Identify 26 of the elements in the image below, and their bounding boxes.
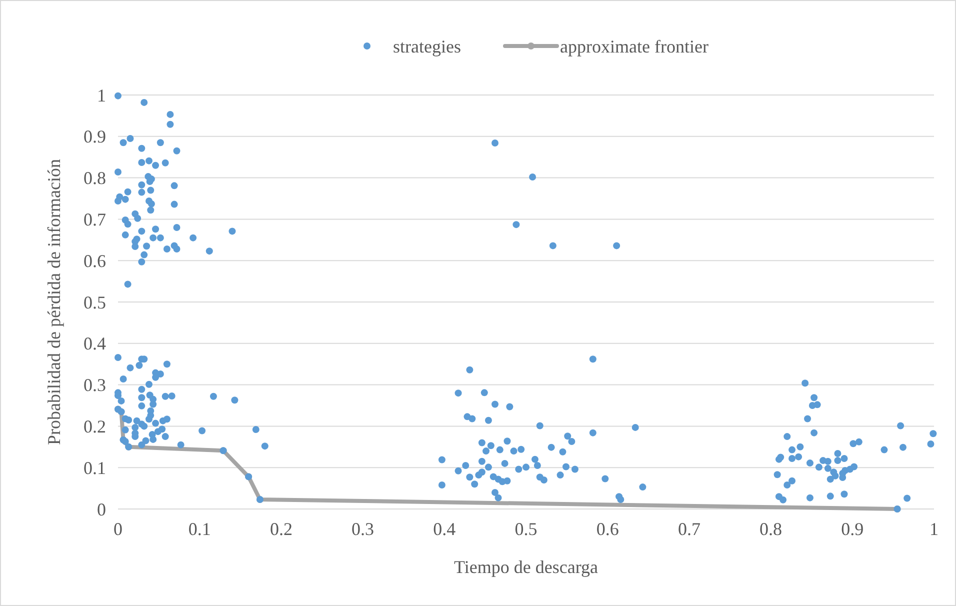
y-tick-label: 0 xyxy=(97,499,106,520)
y-tick-label: 0.1 xyxy=(84,458,106,478)
y-axis-title: Probabilidad de pérdida de información xyxy=(44,159,64,445)
y-tick-label: 0.7 xyxy=(84,210,106,230)
x-tick-label: 0.3 xyxy=(352,519,374,539)
y-tick-label: 0.6 xyxy=(84,250,106,271)
y-tick-label: 0.5 xyxy=(84,292,106,312)
x-tick-label: 0.9 xyxy=(841,519,864,539)
x-tick-label: 0 xyxy=(114,519,122,539)
y-tick-label: 0.3 xyxy=(84,375,106,396)
legend-label: strategies xyxy=(393,36,461,56)
x-tick-label: 1 xyxy=(930,519,938,539)
x-axis-title: Tiempo de descarga xyxy=(454,557,598,577)
x-tick-label: 0.7 xyxy=(678,519,700,539)
y-tick-label: 0.9 xyxy=(84,126,106,147)
x-tick-label: 0.1 xyxy=(188,519,211,539)
legend-label: approximate frontier xyxy=(560,36,708,56)
x-tick-label: 0.4 xyxy=(433,519,456,539)
x-tick-label: 0.5 xyxy=(514,519,538,539)
y-tick-label: 1 xyxy=(97,85,106,106)
x-tick-label: 0.6 xyxy=(596,519,619,539)
y-tick-label: 0.4 xyxy=(84,334,106,354)
x-tick-label: 0.8 xyxy=(760,519,782,539)
y-tick-label: 0.2 xyxy=(84,416,106,436)
y-tick-label: 0.8 xyxy=(84,168,106,188)
x-tick-label: 0.2 xyxy=(270,519,292,539)
